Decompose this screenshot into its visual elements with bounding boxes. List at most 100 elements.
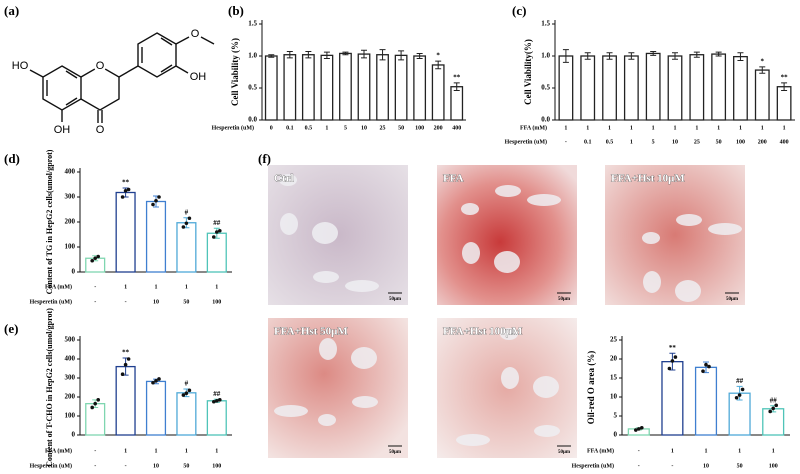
y-tick-label: 200 xyxy=(65,393,76,401)
data-point xyxy=(734,395,739,400)
x-tick-label: 5 xyxy=(652,139,655,145)
bar xyxy=(623,55,639,121)
significance: ## xyxy=(770,396,778,404)
row-label: FFA (mM) xyxy=(45,447,72,454)
data-point xyxy=(212,399,216,404)
x-tick-label: 100 xyxy=(736,139,745,145)
error-bar xyxy=(715,51,722,57)
x-tick-label: 400 xyxy=(780,139,789,145)
background-gap xyxy=(500,328,518,340)
data-point xyxy=(212,235,216,239)
bar xyxy=(206,400,227,436)
background-gap xyxy=(280,213,298,235)
x-tick-label: 1 xyxy=(783,125,786,131)
row-label: Hesperetin (uM) xyxy=(30,462,72,469)
y-tick-label: 1.0 xyxy=(248,52,257,60)
x-tick-label: 1 xyxy=(124,284,127,290)
background-gap xyxy=(534,425,560,437)
micrograph xyxy=(605,165,745,305)
data-point xyxy=(707,364,711,369)
y-tick-label: 0 xyxy=(614,431,618,439)
panel-label: (a) xyxy=(4,3,19,18)
atom-label: HO xyxy=(12,60,29,72)
x-tick-label: 1 xyxy=(215,448,218,454)
data-point xyxy=(774,403,778,408)
data-point xyxy=(151,380,155,385)
error-bar xyxy=(672,52,678,60)
micrograph xyxy=(268,318,408,458)
significance: ## xyxy=(736,377,744,385)
bar xyxy=(431,64,445,121)
data-point xyxy=(123,362,128,367)
x-tick-label: 50 xyxy=(716,139,722,145)
bar xyxy=(558,55,574,121)
x-tick-label: 1 xyxy=(215,284,218,290)
data-point xyxy=(154,198,158,203)
data-point xyxy=(187,216,192,221)
background-gap xyxy=(318,414,336,426)
data-point xyxy=(90,258,94,263)
data-point xyxy=(90,405,94,410)
data-point xyxy=(673,355,678,359)
significance: ** xyxy=(122,349,130,357)
x-tick-label: 1 xyxy=(772,448,775,454)
x-tick-label: 1 xyxy=(586,125,589,131)
error-bar xyxy=(305,51,312,59)
x-tick-label: 1 xyxy=(695,125,698,131)
bar xyxy=(176,222,197,273)
background-gap xyxy=(643,271,661,293)
y-tick-label: 100 xyxy=(65,412,76,420)
data-point xyxy=(151,202,155,207)
error-bar xyxy=(416,52,423,60)
data-point xyxy=(670,359,675,363)
background-gap xyxy=(533,376,559,398)
background-gap xyxy=(462,242,480,264)
x-tick-label: 400 xyxy=(452,125,461,131)
x-tick-label: - xyxy=(125,299,127,305)
row-label: Hesperetin (uM) xyxy=(212,124,254,131)
y-tick-label: 500 xyxy=(65,336,76,344)
error-bar xyxy=(693,51,700,58)
background-gap xyxy=(676,214,702,226)
bar xyxy=(694,366,718,436)
x-tick-label: 1 xyxy=(608,125,611,131)
y-tick-label: 5 xyxy=(614,412,618,420)
row-label: Hesperetin (uM) xyxy=(505,138,547,145)
data-point xyxy=(120,195,125,199)
bar xyxy=(283,54,297,121)
data-point xyxy=(768,409,772,414)
x-tick-label: 0.1 xyxy=(584,139,592,145)
data-point xyxy=(126,357,131,361)
x-tick-label: 0.5 xyxy=(305,125,313,131)
atom-label: OH xyxy=(54,124,71,136)
scale-label: 50μm xyxy=(726,297,739,302)
background-gap xyxy=(501,367,519,389)
error-bar xyxy=(650,51,657,56)
bar xyxy=(264,55,278,121)
data-point xyxy=(126,187,131,192)
y-axis-label: Content of TG in HepG2 cells(umol/gprot) xyxy=(45,149,54,294)
data-point xyxy=(120,372,125,377)
bar xyxy=(115,191,136,273)
x-tick-label: 1 xyxy=(671,448,674,454)
data-point xyxy=(740,387,745,392)
error-bar xyxy=(361,49,367,59)
atom-label: OH xyxy=(190,71,207,83)
y-tick-label: 20 xyxy=(610,355,618,363)
error-bar xyxy=(398,50,405,61)
image-label: Ctrl xyxy=(274,173,294,185)
bar xyxy=(145,380,167,436)
significance: # xyxy=(185,380,189,388)
data-point xyxy=(184,391,189,396)
chemical-structure xyxy=(29,32,215,123)
significance: ## xyxy=(213,219,221,227)
x-tick-label: 1 xyxy=(564,125,567,131)
y-tick-label: 400 xyxy=(65,168,76,176)
error-bar xyxy=(268,54,275,58)
data-point xyxy=(93,401,97,406)
error-bar xyxy=(759,66,766,74)
micrograph xyxy=(268,165,408,305)
row-label: FFA (mM) xyxy=(520,124,547,131)
error-bar xyxy=(379,49,386,61)
